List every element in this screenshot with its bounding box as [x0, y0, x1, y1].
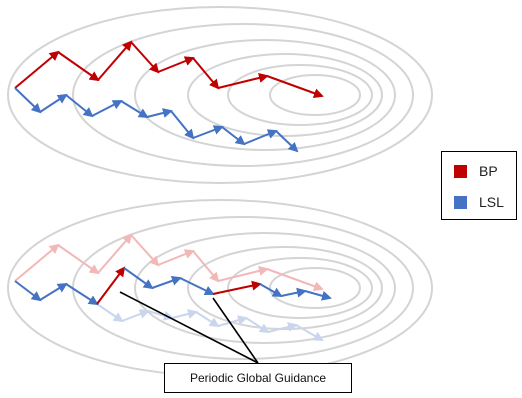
- legend-label-lsl: LSL: [479, 194, 504, 210]
- bottom-lsl-faded-path: [96, 303, 324, 341]
- callout-pointer-lines: [119, 291, 259, 364]
- bottom-guided-path: [14, 266, 332, 306]
- callout-label: Periodic Global Guidance: [189, 371, 327, 385]
- bottom-loss-contours: [7, 199, 433, 377]
- bp-color-swatch: [454, 164, 467, 178]
- legend-label-bp: BP: [479, 163, 498, 179]
- top-bp-path: [14, 40, 324, 98]
- bottom-bp-faded-path: [14, 233, 324, 291]
- top-loss-contours: [7, 6, 433, 184]
- global-guidance-callout: Periodic Global Guidance: [164, 363, 352, 393]
- legend-item-lsl: LSL: [454, 194, 504, 210]
- legend: BP LSL: [441, 151, 517, 220]
- lsl-color-swatch: [454, 195, 467, 209]
- legend-item-bp: BP: [454, 163, 498, 179]
- top-lsl-path: [14, 87, 299, 153]
